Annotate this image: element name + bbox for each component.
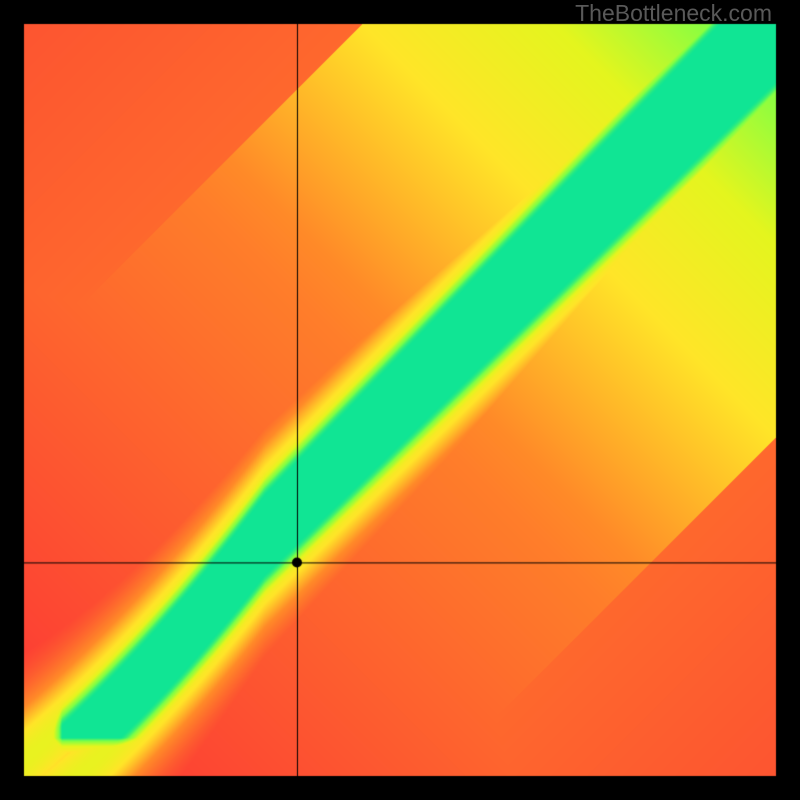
bottleneck-heatmap-canvas bbox=[0, 0, 800, 800]
chart-container: TheBottleneck.com bbox=[0, 0, 800, 800]
